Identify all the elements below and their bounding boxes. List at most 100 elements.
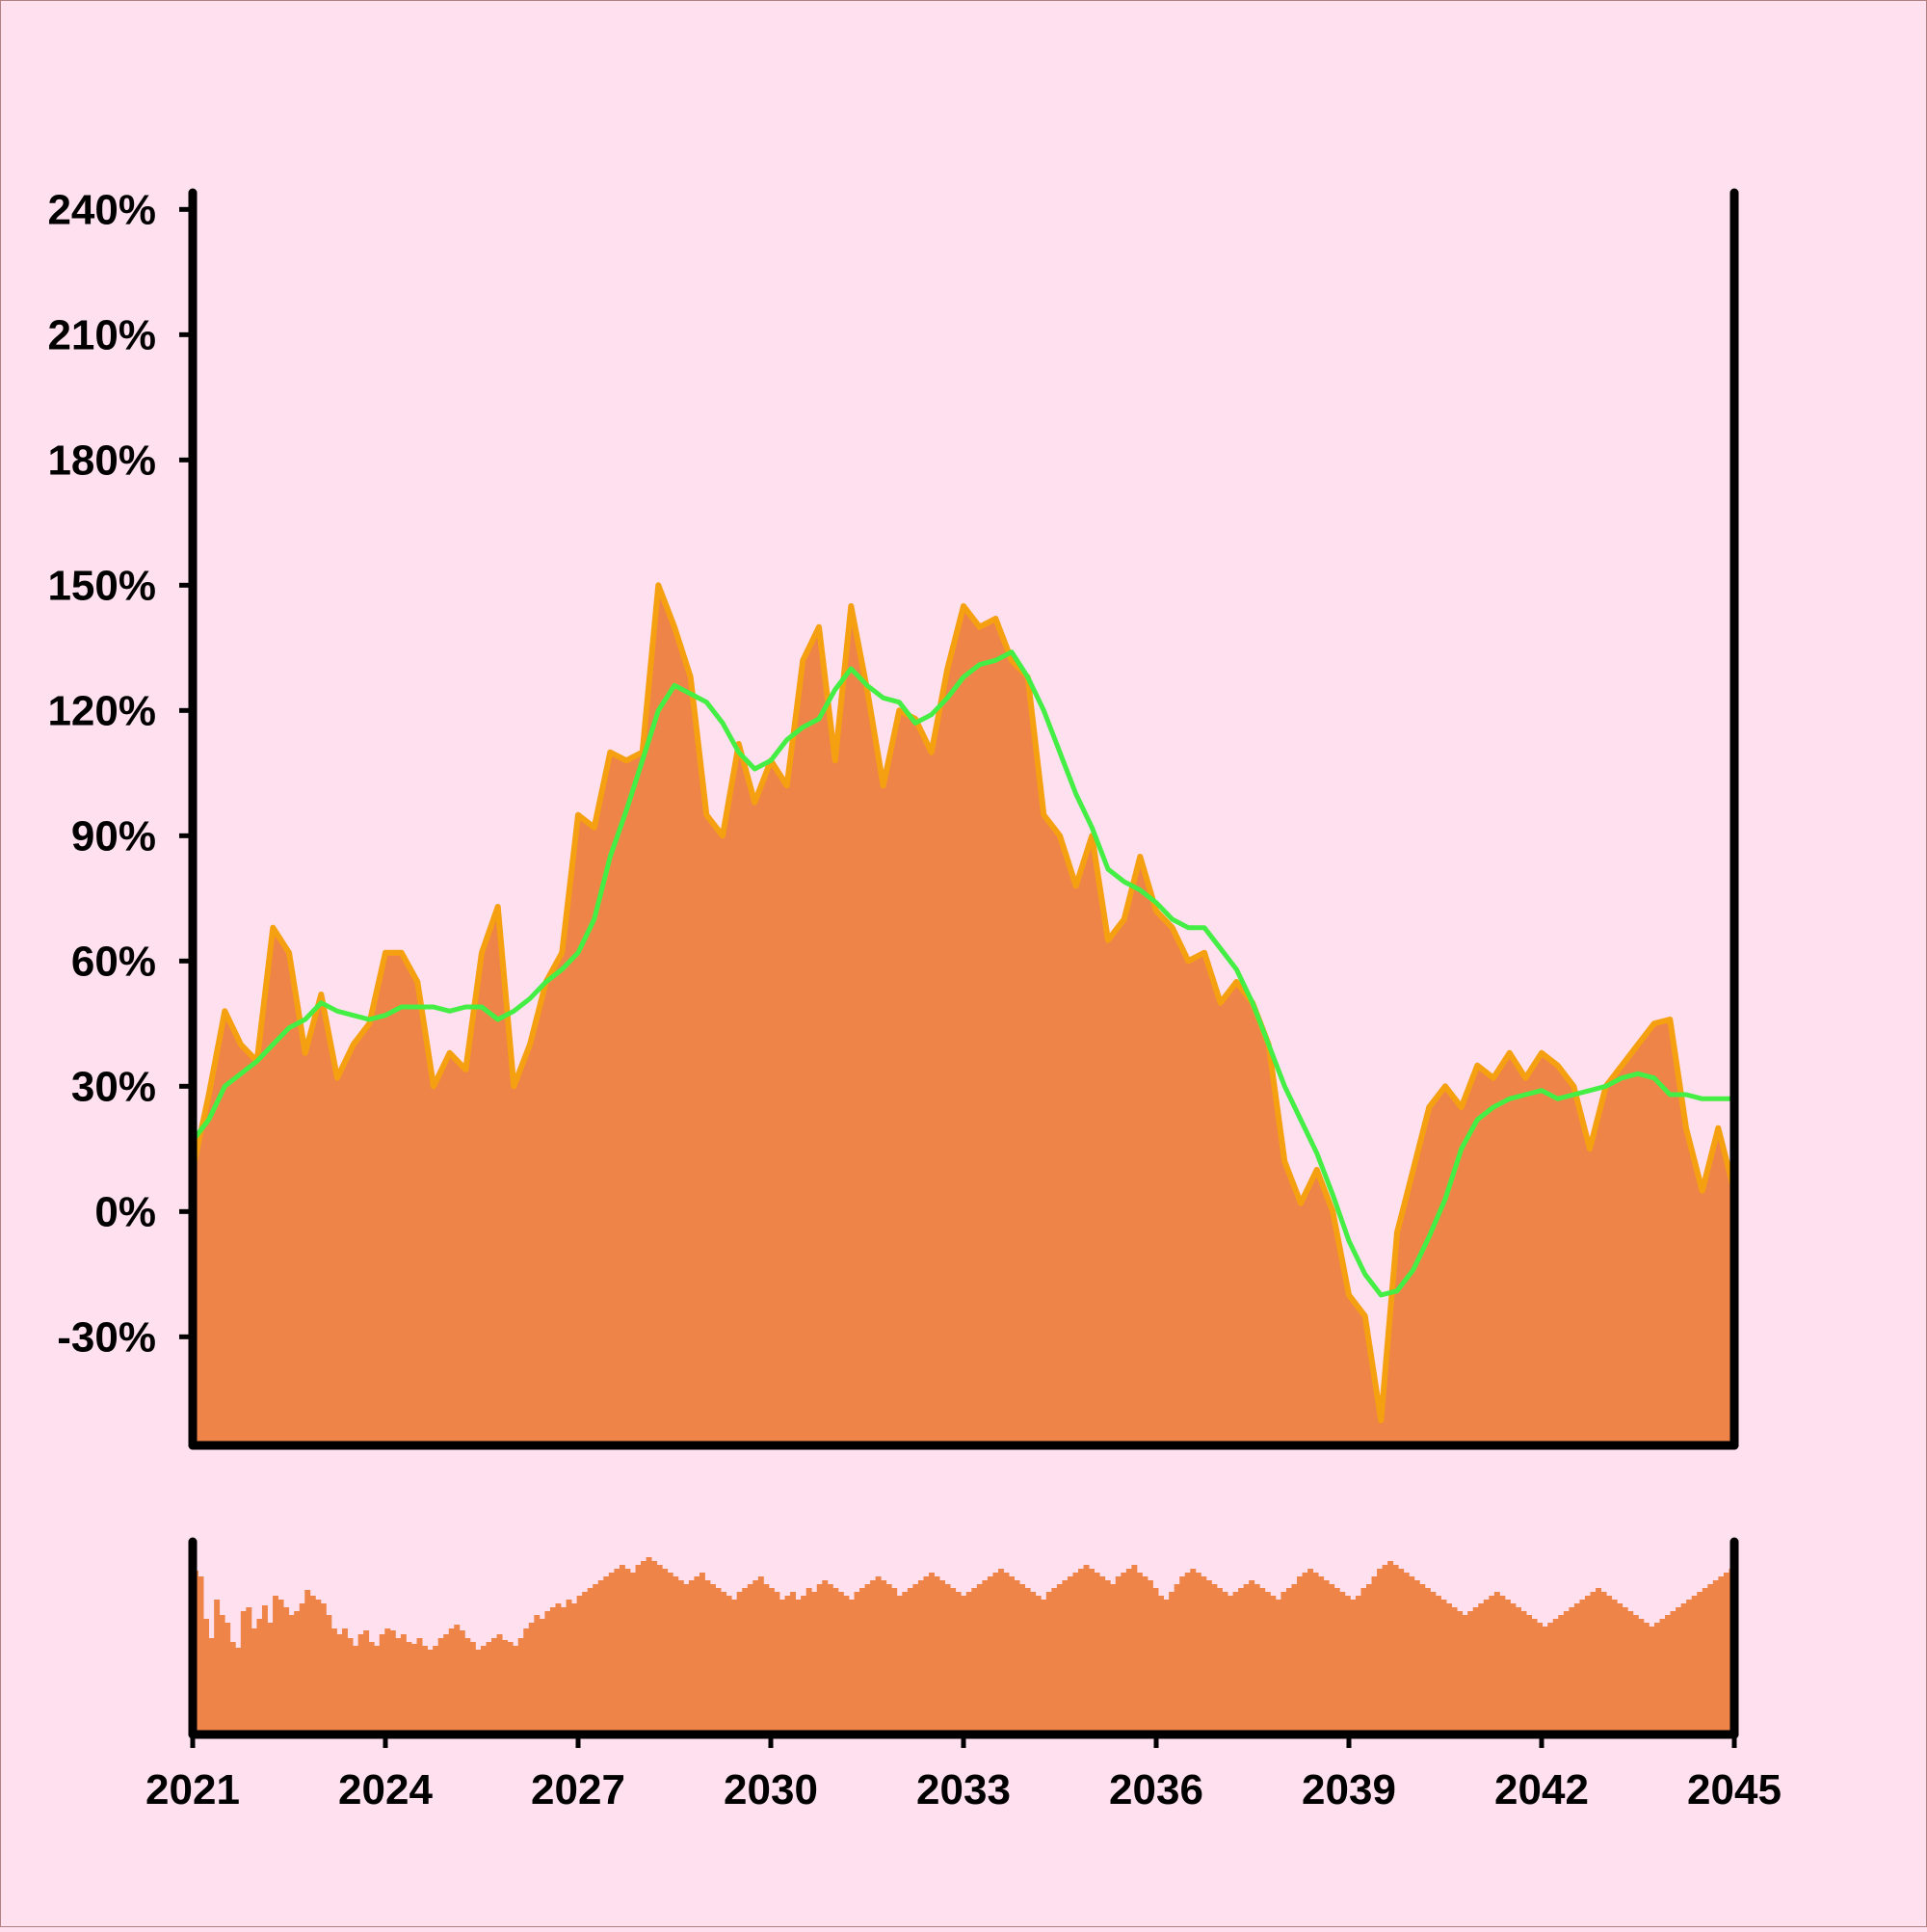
volume-bar <box>1579 1600 1586 1734</box>
y-tick-label: 210% <box>47 311 156 358</box>
volume-bar <box>410 1644 417 1734</box>
volume-bar <box>1329 1584 1335 1734</box>
x-tick-label: 2042 <box>1494 1766 1589 1813</box>
volume-bar <box>875 1576 882 1734</box>
volume-bar <box>555 1603 562 1734</box>
volume-bar <box>731 1600 738 1734</box>
volume-bar <box>811 1592 818 1734</box>
volume-bar <box>214 1600 221 1734</box>
volume-bar <box>1344 1596 1351 1734</box>
volume-bar <box>320 1603 327 1734</box>
volume-bar <box>304 1590 311 1734</box>
volume-bar <box>433 1646 439 1734</box>
volume-bar <box>1264 1592 1271 1734</box>
y-tick-label: 0% <box>94 1188 156 1235</box>
volume-bar <box>469 1642 476 1734</box>
volume-bar <box>1600 1592 1607 1734</box>
volume-bar <box>784 1596 791 1734</box>
volume-bar <box>1622 1607 1628 1734</box>
volume-bar <box>768 1588 775 1734</box>
volume-bar <box>992 1573 999 1734</box>
volume-bar <box>534 1615 541 1734</box>
x-tick-label: 2024 <box>338 1766 433 1813</box>
volume-bar <box>837 1592 844 1734</box>
volume-bar <box>288 1615 295 1734</box>
volume-bar <box>1430 1592 1437 1734</box>
volume-bar <box>1339 1592 1346 1734</box>
volume-bar <box>1259 1588 1266 1734</box>
volume-bar <box>683 1584 690 1734</box>
volume-bar <box>902 1592 909 1734</box>
volume-bar <box>1419 1584 1426 1734</box>
volume-bar <box>384 1628 391 1734</box>
volume-bar <box>1232 1592 1239 1734</box>
volume-bar <box>1131 1565 1138 1734</box>
volume-bar <box>309 1596 316 1734</box>
volume-bar <box>544 1611 551 1734</box>
volume-bar <box>1121 1573 1127 1734</box>
volume-bar <box>688 1580 695 1734</box>
volume-bar <box>757 1576 764 1734</box>
volume-bar <box>614 1569 620 1734</box>
volume-bar <box>549 1607 556 1734</box>
x-tick-label: 2030 <box>724 1766 818 1813</box>
volume-bar <box>1360 1588 1367 1734</box>
volume-bar <box>870 1580 877 1734</box>
volume-bar <box>1350 1600 1357 1734</box>
volume-bar <box>843 1596 850 1734</box>
volume-bar <box>1062 1580 1069 1734</box>
volume-bar <box>1499 1596 1506 1734</box>
volume-bar <box>1552 1619 1559 1734</box>
volume-bar <box>987 1576 993 1734</box>
volume-bar <box>1489 1596 1495 1734</box>
volume-bar <box>1398 1569 1405 1734</box>
volume-bar <box>1238 1588 1245 1734</box>
volume-bar <box>1472 1607 1479 1734</box>
volume-bar <box>694 1576 700 1734</box>
volume-bar <box>374 1646 381 1734</box>
volume-bar <box>1227 1596 1233 1734</box>
volume-bar <box>1467 1611 1474 1734</box>
volume-bar <box>1323 1580 1330 1734</box>
volume-bar <box>1424 1588 1431 1734</box>
x-tick-label: 2045 <box>1687 1766 1782 1813</box>
volume-bar <box>1377 1569 1384 1734</box>
y-tick-label: 30% <box>71 1063 156 1110</box>
volume-bar <box>517 1638 524 1734</box>
volume-bar <box>907 1588 913 1734</box>
volume-bar <box>1707 1584 1714 1734</box>
volume-bar <box>721 1592 727 1734</box>
volume-bar <box>1254 1584 1260 1734</box>
volume-bar <box>1435 1596 1441 1734</box>
volume-bar <box>427 1650 434 1734</box>
volume-bar <box>229 1642 236 1734</box>
volume-bar <box>1643 1623 1650 1734</box>
volume-bar <box>939 1580 946 1734</box>
volume-bar <box>294 1611 301 1734</box>
x-tick-label: 2021 <box>145 1766 240 1813</box>
volume-bar <box>1409 1576 1415 1734</box>
volume-bar <box>1201 1576 1207 1734</box>
volume-bar <box>395 1638 402 1734</box>
volume-plot <box>193 1557 1735 1734</box>
volume-bar <box>379 1634 385 1734</box>
volume-bar <box>1179 1576 1186 1734</box>
volume-bar <box>1670 1611 1676 1734</box>
volume-bar <box>1089 1569 1095 1734</box>
volume-bar <box>1563 1611 1570 1734</box>
volume-bar <box>1211 1584 1218 1734</box>
volume-bar <box>629 1573 636 1734</box>
volume-bar <box>1152 1588 1159 1734</box>
volume-bar <box>1691 1596 1698 1734</box>
volume-bar <box>1205 1580 1212 1734</box>
volume-bar <box>1520 1611 1527 1734</box>
volume-bar <box>315 1600 322 1734</box>
volume-bar <box>667 1573 673 1734</box>
y-tick-label: -30% <box>57 1313 156 1361</box>
volume-bar <box>854 1592 860 1734</box>
volume-bar <box>256 1619 263 1734</box>
volume-bar <box>1136 1573 1143 1734</box>
volume-bar <box>1067 1576 1073 1734</box>
volume-bar <box>955 1592 962 1734</box>
volume-bar <box>1526 1615 1533 1734</box>
